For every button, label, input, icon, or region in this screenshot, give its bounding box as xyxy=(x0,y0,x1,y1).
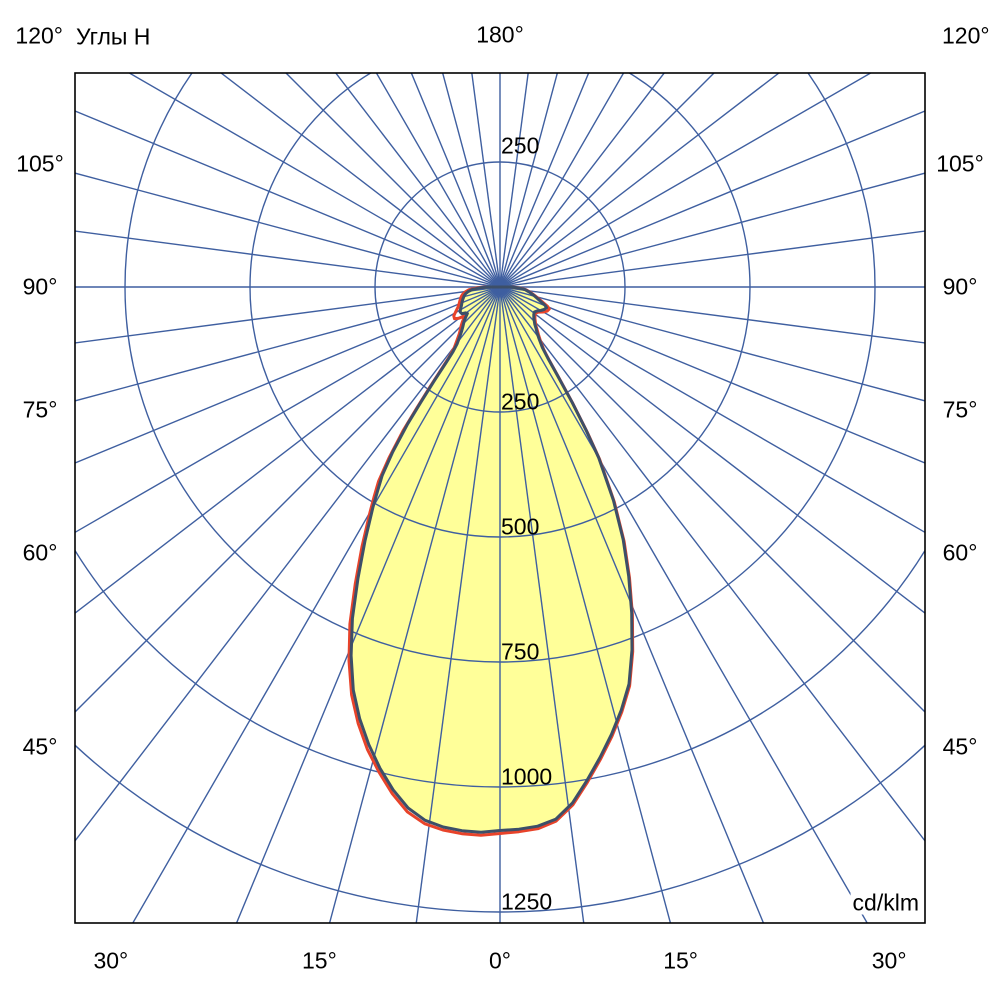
grid-ray xyxy=(75,110,501,288)
grid-ray xyxy=(499,230,925,288)
angle-label-right-60: 60° xyxy=(942,539,978,566)
radial-tick-label-1000: 1000 xyxy=(501,763,553,790)
grid-ray xyxy=(127,73,501,288)
grid-ray xyxy=(441,73,501,288)
grid-ray xyxy=(375,73,501,288)
grid-ray xyxy=(499,286,672,923)
grid-ray xyxy=(499,73,666,288)
angle-label-left-60: 60° xyxy=(22,539,58,566)
angle-label-bottom-3: 15° xyxy=(663,947,698,974)
angle-label-bottom-2: 0° xyxy=(489,947,511,974)
angle-label-right-105: 105° xyxy=(936,150,984,177)
grid-ray xyxy=(499,286,925,713)
grid-ray xyxy=(75,286,501,843)
grid-ray xyxy=(499,286,765,923)
plane-title: Углы H xyxy=(76,23,151,50)
grid-ray xyxy=(499,172,925,288)
angle-label-bottom-4: 30° xyxy=(871,947,907,974)
grid-ray xyxy=(499,73,590,288)
grid-ray xyxy=(285,73,501,288)
grid-ray xyxy=(75,286,501,464)
radial-tick-label-500: 500 xyxy=(501,513,540,540)
radial-tick-label-top-250: 250 xyxy=(501,132,540,159)
grid-ray xyxy=(499,73,715,288)
angle-label-left-90: 90° xyxy=(22,273,58,300)
grid-ray xyxy=(75,286,501,344)
angle-label-right-45: 45° xyxy=(942,733,978,760)
grid-ray xyxy=(499,286,869,923)
angle-label-left-75: 75° xyxy=(22,396,58,423)
angle-label-bottom-1: 15° xyxy=(302,947,337,974)
grid-ray xyxy=(75,286,501,534)
grid-ray xyxy=(410,73,501,288)
grid-ray xyxy=(328,286,501,923)
grid-ray xyxy=(235,286,501,923)
corner-angle-label-top-right: 120° xyxy=(942,22,990,49)
grid-ray xyxy=(75,286,501,713)
angle-label-right-75: 75° xyxy=(942,396,978,423)
angle-label-left-105: 105° xyxy=(16,150,64,177)
angle-label-right-90: 90° xyxy=(942,273,978,300)
grid-ray xyxy=(219,73,501,288)
grid-ray xyxy=(75,230,501,288)
grid-ray xyxy=(499,73,559,288)
grid-ray xyxy=(499,73,781,288)
unit-label: cd/klm xyxy=(850,889,921,916)
angle-label-bottom-0: 30° xyxy=(93,947,129,974)
grid-ray xyxy=(499,286,925,534)
grid-ray xyxy=(75,286,501,402)
corner-angle-label-top-left: 120° xyxy=(15,22,63,49)
grid-ray xyxy=(499,286,925,843)
curve-main xyxy=(349,285,634,834)
grid-ray xyxy=(499,110,925,288)
grid-ray xyxy=(75,286,501,614)
radial-tick-label-1250: 1250 xyxy=(501,888,553,915)
top-angle-label: 180° xyxy=(476,21,524,48)
grid-ray xyxy=(131,286,501,923)
grid-ray xyxy=(499,73,873,288)
grid-ray xyxy=(75,172,501,288)
plot-border xyxy=(74,72,926,924)
grid-ray xyxy=(499,286,925,614)
grid-ray xyxy=(499,286,925,344)
grid-ray xyxy=(334,73,501,288)
radial-tick-label-750: 750 xyxy=(501,638,540,665)
grid-ray xyxy=(499,286,925,402)
grid-ray xyxy=(499,73,625,288)
angle-label-left-45: 45° xyxy=(22,733,58,760)
grid-ray xyxy=(415,286,501,923)
radial-tick-label-250: 250 xyxy=(501,388,540,415)
grid-ray xyxy=(499,286,585,923)
grid-ray xyxy=(499,286,925,464)
